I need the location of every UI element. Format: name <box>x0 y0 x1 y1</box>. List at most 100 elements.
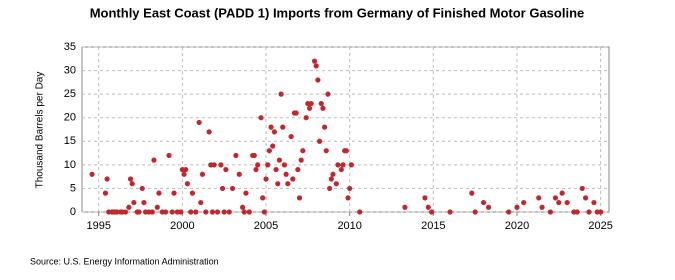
data-point <box>260 195 266 201</box>
data-point <box>325 91 331 97</box>
data-point <box>203 209 209 215</box>
data-point <box>598 209 604 215</box>
data-point <box>278 91 284 97</box>
data-point <box>586 209 592 215</box>
data-point <box>275 181 281 187</box>
y-tick-label: 35 <box>64 41 76 53</box>
data-point <box>340 162 346 168</box>
data-point <box>472 209 478 215</box>
data-point <box>126 204 132 210</box>
data-point <box>306 105 313 111</box>
data-point <box>136 209 142 215</box>
data-point <box>591 199 597 206</box>
data-point <box>102 190 109 196</box>
data-point <box>422 195 428 201</box>
data-point <box>285 181 291 187</box>
data-point <box>240 204 246 210</box>
y-tick-label: 10 <box>64 159 76 171</box>
data-point <box>313 63 319 69</box>
data-point <box>318 100 324 107</box>
data-point <box>280 124 286 130</box>
y-tick-label: 20 <box>64 112 76 124</box>
x-tick-label: 2010 <box>337 220 361 232</box>
data-point <box>343 148 349 154</box>
data-point <box>226 209 232 215</box>
chart-title: Monthly East Coast (PADD 1) Imports from… <box>90 5 585 20</box>
data-point <box>246 209 252 215</box>
data-point <box>198 199 204 206</box>
x-tick-label: 2000 <box>170 220 194 232</box>
data-point <box>131 199 137 206</box>
data-point <box>330 171 336 177</box>
data-point <box>163 209 169 215</box>
data-point <box>258 115 264 121</box>
data-point <box>335 162 341 168</box>
data-point <box>221 209 227 215</box>
data-point <box>320 105 326 111</box>
data-point <box>469 190 475 196</box>
data-point <box>425 204 431 210</box>
data-point <box>199 171 206 177</box>
data-point <box>348 162 354 168</box>
data-point <box>241 209 247 215</box>
data-point <box>183 166 189 173</box>
data-point <box>266 148 272 154</box>
data-point <box>402 204 408 210</box>
x-tick-label: 2015 <box>421 220 445 232</box>
data-point <box>333 181 339 187</box>
data-point <box>316 138 323 144</box>
data-point <box>574 209 580 215</box>
data-point <box>243 190 249 196</box>
data-point <box>211 162 217 168</box>
y-axis-label: Thousand Barrels per Day <box>35 72 46 189</box>
data-point <box>171 190 177 196</box>
data-point <box>295 166 301 173</box>
data-point <box>429 209 435 215</box>
data-point <box>169 209 175 215</box>
x-tick-label: 2005 <box>254 220 278 232</box>
data-point <box>564 199 570 206</box>
data-point <box>129 181 135 187</box>
data-point <box>547 209 554 215</box>
data-point <box>263 176 269 182</box>
data-point <box>253 166 259 173</box>
data-point <box>288 133 294 140</box>
data-point <box>514 204 520 210</box>
data-point <box>559 190 565 196</box>
data-point <box>236 171 242 177</box>
x-tick-label: 2025 <box>588 220 612 232</box>
plot-frame <box>81 46 610 213</box>
data-point <box>166 152 172 159</box>
data-point <box>196 119 202 126</box>
data-point <box>315 77 321 83</box>
data-point <box>357 209 363 215</box>
data-point <box>154 204 160 210</box>
data-point <box>261 209 267 215</box>
data-point <box>223 166 229 173</box>
data-point <box>447 209 453 215</box>
data-point <box>521 199 527 206</box>
data-point <box>122 209 129 215</box>
data-point <box>296 195 303 201</box>
y-tick-label: 30 <box>64 64 76 76</box>
data-point <box>298 157 304 163</box>
data-point <box>480 199 487 206</box>
data-point <box>149 209 155 215</box>
data-point <box>233 152 239 159</box>
data-point <box>327 185 333 192</box>
data-point <box>151 157 157 163</box>
data-point <box>276 157 283 163</box>
data-point <box>485 204 492 210</box>
data-point <box>214 209 221 215</box>
data-point <box>141 199 147 206</box>
data-point <box>265 162 271 168</box>
data-point <box>184 181 190 187</box>
data-point <box>229 185 236 192</box>
data-point <box>556 199 562 206</box>
data-point <box>270 143 276 149</box>
data-point <box>206 129 212 135</box>
data-point <box>89 171 95 177</box>
x-tick-label: 1995 <box>86 220 110 232</box>
data-point <box>582 195 589 201</box>
